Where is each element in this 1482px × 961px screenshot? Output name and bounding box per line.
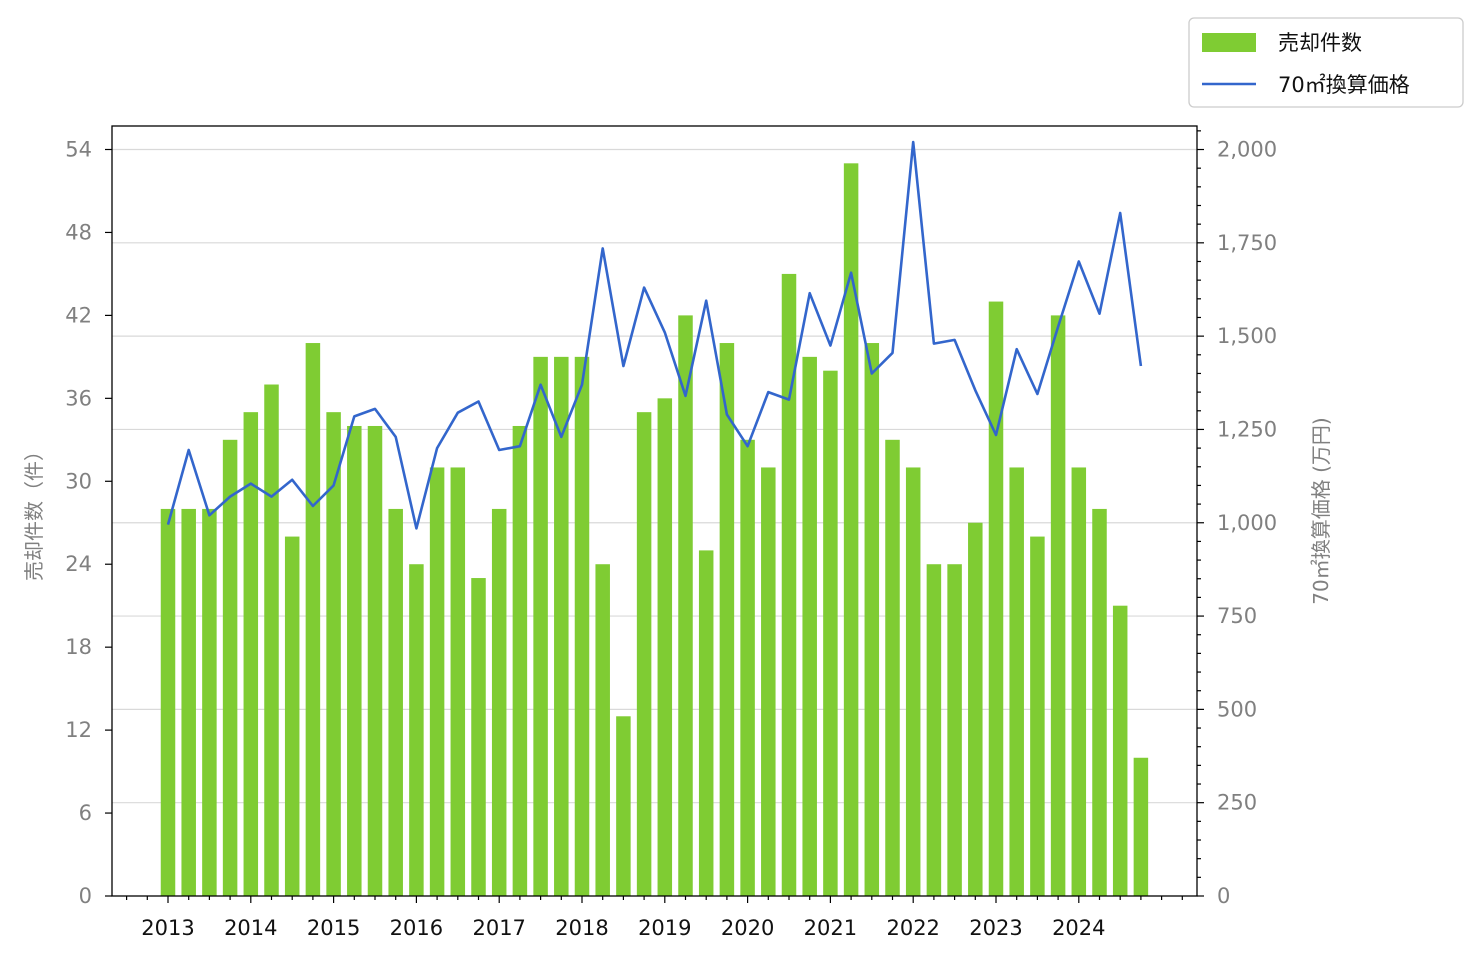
- bar: [450, 467, 466, 896]
- bar: [160, 508, 176, 896]
- bar: [823, 370, 838, 897]
- x-tick-label: 2023: [969, 916, 1022, 940]
- bar: [1050, 315, 1066, 896]
- legend-bar-swatch: [1202, 33, 1256, 52]
- right-tick-label: 2,000: [1217, 138, 1277, 162]
- x-tick-label: 2020: [721, 916, 774, 940]
- x-tick-label: 2021: [804, 916, 857, 940]
- x-tick-label: 2019: [638, 916, 691, 940]
- bar: [181, 508, 196, 896]
- bar: [864, 343, 880, 896]
- bar: [1030, 536, 1045, 896]
- bar: [243, 412, 259, 896]
- bar: [491, 508, 507, 896]
- bar: [512, 425, 528, 896]
- right-tick-label: 1,500: [1217, 324, 1277, 348]
- left-tick-label: 24: [65, 552, 92, 576]
- price-line-series: [166, 140, 1143, 530]
- left-tick-label: 30: [65, 469, 92, 493]
- bar: [740, 439, 755, 896]
- left-tick-label: 42: [65, 303, 92, 327]
- right-y-axis: 0 250 500 750 1,000 1,250 1,500 1,750 2,000: [1197, 130, 1277, 908]
- bar: [574, 356, 590, 896]
- bar: [347, 425, 362, 896]
- bar: [761, 467, 776, 896]
- right-tick-label: 0: [1217, 884, 1230, 908]
- bar: [429, 467, 445, 896]
- x-tick-label: 2018: [555, 916, 608, 940]
- x-tick-label: 2014: [224, 916, 277, 940]
- x-tick-label: 2022: [886, 916, 939, 940]
- bar: [802, 356, 817, 896]
- left-tick-label: 18: [65, 635, 92, 659]
- bar: [1071, 467, 1087, 896]
- left-tick-label: 48: [65, 220, 92, 244]
- bar: [616, 716, 631, 896]
- bar: [367, 425, 383, 896]
- bar: [471, 578, 486, 896]
- legend-frame: [1188, 17, 1464, 108]
- bar: [1133, 757, 1149, 896]
- bar: [885, 439, 900, 896]
- left-tick-label: 54: [65, 138, 92, 162]
- right-axis-title: 70㎡換算価格 (万円): [1309, 417, 1333, 604]
- bar: [905, 467, 921, 896]
- x-tick-label: 2016: [390, 916, 443, 940]
- legend-line-label: 70㎡換算価格: [1278, 73, 1410, 97]
- right-tick-label: 1,250: [1217, 417, 1277, 441]
- bar: [409, 564, 424, 896]
- left-y-axis: 0 6 12 18 24 30 36 42 48 54: [65, 138, 112, 908]
- bar: [781, 273, 797, 896]
- x-tick-label: 2017: [472, 916, 525, 940]
- left-axis-title: 売却件数（件）: [22, 441, 46, 581]
- x-tick-label: 2024: [1052, 916, 1105, 940]
- right-tick-label: 500: [1217, 697, 1257, 721]
- bar: [1092, 508, 1107, 896]
- bar: [1009, 467, 1024, 896]
- bar: [698, 550, 714, 896]
- plot-frame: [111, 125, 1198, 897]
- right-tick-label: 1,000: [1217, 511, 1277, 535]
- x-axis: 2013 2014 2015 2016 2017 2018 2019 2020 2021 2022…: [125, 896, 1183, 940]
- bar: [657, 398, 673, 896]
- x-tick-label: 2013: [141, 916, 194, 940]
- bar: [1112, 605, 1128, 896]
- left-tick-label: 0: [79, 884, 92, 908]
- bar: [305, 343, 321, 896]
- legend-bar-label: 売却件数: [1278, 31, 1362, 55]
- right-tick-label: 750: [1217, 604, 1257, 628]
- bar: [947, 564, 962, 896]
- bar-series: [160, 163, 1149, 897]
- bar: [284, 536, 300, 896]
- left-tick-label: 6: [79, 801, 92, 825]
- bar: [533, 356, 548, 896]
- left-tick-label: 12: [65, 718, 92, 742]
- bar: [843, 163, 859, 896]
- bar: [968, 522, 983, 896]
- left-tick-label: 36: [65, 386, 92, 410]
- bar: [554, 356, 569, 896]
- bar: [988, 301, 1004, 896]
- legend: 売却件数 70㎡換算価格: [1188, 17, 1464, 108]
- x-tick-label: 2015: [307, 916, 360, 940]
- bar: [202, 508, 217, 896]
- right-tick-label: 1,750: [1217, 231, 1277, 255]
- right-tick-label: 250: [1217, 791, 1257, 815]
- bar: [678, 315, 693, 896]
- bar: [719, 343, 735, 896]
- bar: [326, 412, 341, 896]
- bar: [222, 439, 238, 896]
- bar: [388, 508, 403, 896]
- bar: [636, 412, 652, 896]
- bar: [264, 384, 279, 896]
- bar: [595, 564, 610, 896]
- bar: [926, 564, 942, 896]
